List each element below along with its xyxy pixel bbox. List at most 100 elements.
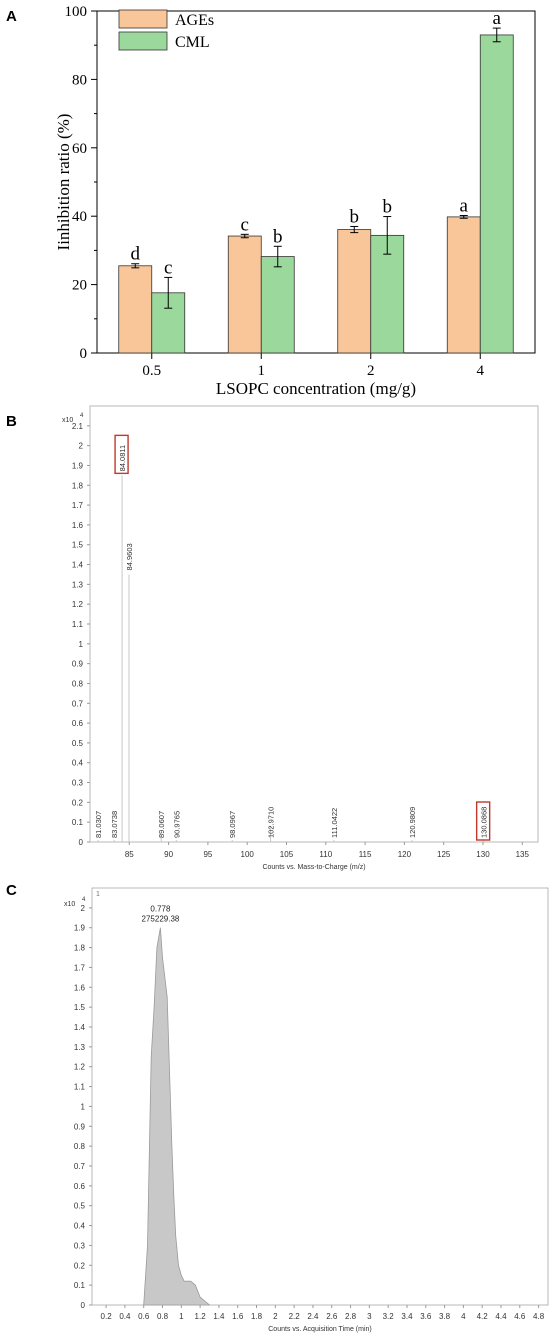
y-tick-label: 0.6 [74,1182,86,1191]
y-tick-label: 0.4 [74,1222,86,1231]
legend-label-ages: AGEs [175,12,214,29]
x-tick-label: 95 [203,850,212,859]
y-tick-label: 1.6 [74,983,86,992]
bar-ages [227,235,262,354]
peak-label: 84.0811 [118,445,127,472]
x-tick-label: 4 [461,1312,466,1321]
y-tick-label: 0.9 [74,1122,86,1131]
peak-label: 83.0738 [110,811,119,838]
x-tick-label: 1.2 [195,1312,207,1321]
x-tick-label: 0.6 [138,1312,150,1321]
y-tick-label: 0.4 [72,759,84,768]
peak-time-label: 0.778 [150,905,171,914]
y-tick-label: 0 [81,1301,86,1310]
y-tick-label: 2.1 [72,422,84,431]
trace-number: 1 [96,891,100,898]
y-tick-label: 1.1 [74,1083,86,1092]
y-tick-label: 1.1 [72,620,84,629]
x-axis-label: Counts vs. Mass-to-Charge (m/z) [262,864,365,871]
x-tick-label: 4.6 [514,1312,526,1321]
y-multiplier: x10 [64,901,75,908]
significance-letter: b [350,206,360,227]
y-tick-label: 1.3 [74,1043,86,1052]
y-tick-label: 0 [79,838,84,847]
x-tick-label: 4.8 [533,1312,545,1321]
y-tick-label: 0.9 [72,660,84,669]
bar-cml [479,34,514,354]
x-tick-label: 2 [273,1312,278,1321]
legend-swatch-ages [118,9,168,29]
x-tick-label: 90 [164,850,173,859]
y-tick-label: 0 [80,346,88,362]
peak-label: 111.0422 [330,808,339,838]
bar-ages [446,216,481,354]
y-tick-label: 1.7 [74,963,86,972]
x-tick-label: 100 [241,850,255,859]
highlight-box [114,434,129,475]
significance-letter: d [131,244,141,265]
peak-label: 84.9603 [125,543,134,570]
peak-label: 89.0607 [157,811,166,838]
significance-letter: a [493,8,502,29]
bar-ages [118,265,153,354]
plot-frame [89,405,539,843]
x-tick-label: 1.8 [251,1312,263,1321]
y-tick-label: 2 [81,904,86,913]
peak-label: 130.0868 [480,807,489,838]
x-tick-label: 2 [367,363,375,379]
y-tick-label: 80 [72,72,87,88]
x-tick-label: 105 [280,850,294,859]
x-tick-label: 4.2 [477,1312,489,1321]
panel-b-letter: B [6,413,17,430]
y-tick-label: 1.3 [72,580,84,589]
chromatogram-peak-area [143,927,211,1306]
x-tick-label: 3.4 [401,1312,413,1321]
x-tick-label: 130 [476,850,490,859]
x-tick-label: 2.6 [326,1312,338,1321]
y-tick-label: 0.8 [74,1142,86,1151]
y-tick-label: 1.2 [72,600,84,609]
y-tick-label: 1 [79,640,84,649]
panel-a: A 0 20 40 60 80 100 0.5 d c 1 c b 2 b b 4 a a LSOPC concen… [0,0,556,400]
x-tick-label: 1 [258,363,266,379]
x-tick-label: 1.4 [213,1312,225,1321]
y-tick-label: 0.1 [72,818,84,827]
y-tick-label: 1.6 [72,521,84,530]
y-tick-label: 1.9 [72,461,84,470]
x-tick-label: 4 [477,363,485,379]
y-tick-label: 1.5 [74,1003,86,1012]
panel-b: B x10 4 0 0.1 0.2 0.3 0.4 0.5 0.6 0.7 0.8 0.9 1 1.1 1.… [0,400,556,880]
y-tick-label: 1.4 [72,561,84,570]
significance-letter: c [241,214,249,235]
panel-a-letter: A [6,8,17,25]
x-tick-label: 2.8 [345,1312,357,1321]
x-tick-label: 135 [516,850,530,859]
x-tick-label: 4.4 [495,1312,507,1321]
x-tick-label: 2.4 [307,1312,319,1321]
y-axis-label: Iinhibition ratio (%) [54,114,73,251]
y-tick-label: 0.2 [72,798,84,807]
y-tick-label: 1.5 [72,541,84,550]
legend-label-cml: CML [175,34,210,51]
peak-label: 90.9765 [172,811,181,838]
y-tick-label: 0.2 [74,1261,86,1270]
bar-cml [260,256,295,354]
y-tick-label: 0.5 [72,739,84,748]
peak-counts-label: 275229.38 [142,915,180,924]
x-tick-label: 1 [179,1312,184,1321]
significance-letter: a [460,196,469,217]
x-tick-label: 0.8 [157,1312,169,1321]
y-multiplier: x10 [62,417,73,424]
x-tick-label: 3.6 [420,1312,432,1321]
y-tick-label: 0.6 [72,719,84,728]
y-tick-label: 1.9 [74,924,86,933]
peak-label: 102.9710 [267,807,276,838]
y-tick-label: 0.3 [74,1241,86,1250]
y-tick-label: 0.7 [74,1162,86,1171]
y-tick-label: 1.8 [74,944,86,953]
y-tick-label: 1 [81,1102,86,1111]
y-tick-label: 1.8 [72,481,84,490]
y-tick-label: 0.3 [72,779,84,788]
peak-label: 98.0967 [228,811,237,838]
x-tick-label: 120 [398,850,412,859]
